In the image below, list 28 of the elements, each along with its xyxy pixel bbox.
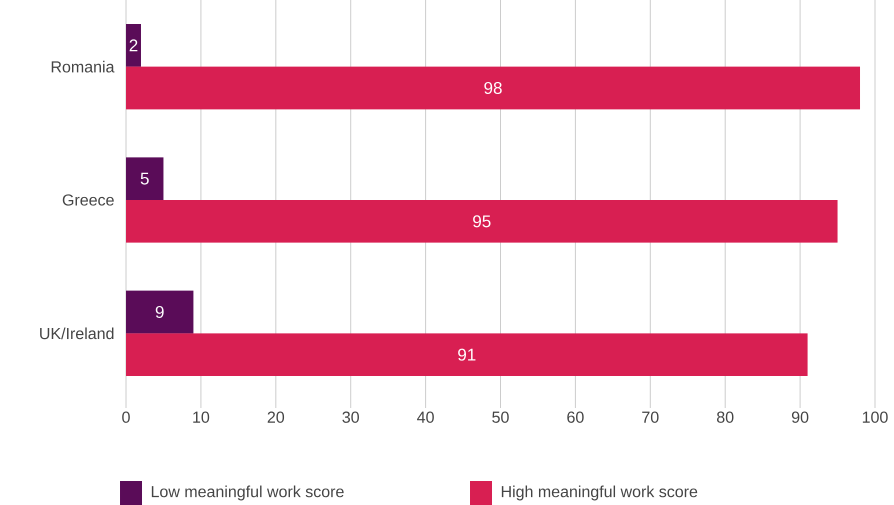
y-tick-label: UK/Ireland: [40, 327, 114, 340]
legend-label: Low meaningful work score: [152, 486, 344, 500]
x-tick-label: 40: [417, 412, 434, 423]
data-label: 98: [484, 82, 502, 94]
data-label: 5: [140, 172, 149, 185]
x-tick-label: 10: [193, 412, 210, 423]
x-tick-label: 100: [862, 412, 888, 423]
x-tick-label: 0: [122, 412, 130, 423]
bar: [126, 157, 164, 200]
data-label: 95: [473, 215, 491, 228]
bar: [126, 290, 194, 334]
x-tick-label: 50: [492, 412, 509, 423]
x-tick-label: 80: [716, 412, 734, 423]
x-tick-label: 20: [268, 412, 284, 423]
legend-label: High meaningful work score: [502, 486, 698, 500]
bar: [126, 200, 838, 243]
bar: [126, 24, 141, 67]
data-label: 2: [130, 39, 138, 52]
x-tick-label: 30: [342, 412, 359, 423]
bar: [126, 333, 808, 376]
data-label: 9: [156, 306, 164, 318]
bar: [126, 66, 860, 110]
x-tick-label: 90: [792, 412, 808, 423]
x-tick-label: 60: [567, 412, 584, 423]
x-tick-label: 70: [642, 412, 659, 423]
y-tick-label: Greece: [62, 194, 114, 206]
data-label: 91: [458, 348, 476, 361]
y-tick-label: Romania: [52, 60, 114, 73]
